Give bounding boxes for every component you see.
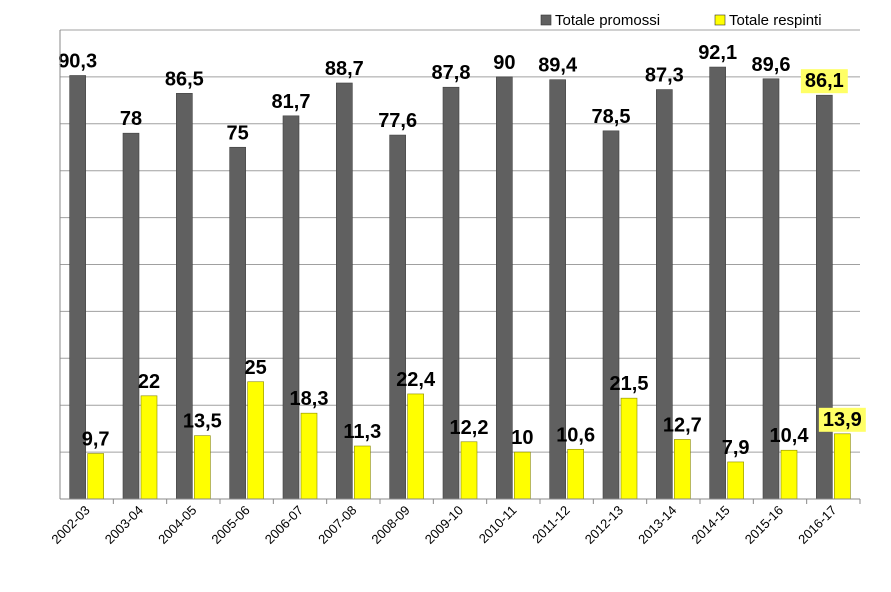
x-tick-label-2007-08: 2007-08: [315, 503, 359, 547]
bar-promossi-2003-04: [122, 132, 140, 500]
data-label-promossi-2009-10: 87,8: [432, 62, 471, 84]
legend-swatch-totale-promossi: [540, 14, 552, 26]
bar-respinti-2002-03: [87, 453, 104, 500]
data-label-respinti-2002-03: 9,7: [82, 429, 110, 451]
bar-respinti-2004-05: [194, 435, 211, 500]
data-label-respinti-2008-09: 22,4: [396, 369, 436, 391]
data-label-respinti-2011-12: 10,6: [556, 424, 595, 446]
x-tick-label-2004-05: 2004-05: [155, 503, 199, 547]
x-tick-label-2013-14: 2013-14: [635, 503, 679, 547]
x-tick-label-2016-17: 2016-17: [795, 503, 839, 547]
bar-promossi-2004-05: [176, 93, 193, 500]
bar-respinti-2008-09: [407, 393, 424, 500]
legend-label-totale-respinti: Totale respinti: [729, 12, 822, 29]
bar-respinti-2013-14: [674, 439, 691, 500]
data-label-respinti-2016-17: 13,9: [823, 409, 862, 431]
data-label-respinti-2009-10: 12,2: [450, 417, 489, 439]
data-label-respinti-2003-04: 22: [138, 371, 160, 393]
data-label-respinti-2013-14: 12,7: [663, 414, 702, 436]
x-tick-label-2012-13: 2012-13: [582, 503, 626, 547]
bar-respinti-2010-11: [514, 451, 531, 500]
bar-promossi-2016-17: [816, 94, 833, 500]
data-label-promossi-2006-07: 81,7: [272, 91, 311, 113]
bars: [69, 66, 851, 500]
data-label-promossi-2011-12: 89,4: [538, 55, 578, 77]
bar-promossi-2005-06: [229, 146, 246, 500]
data-label-highlight-promossi-2016-17: [800, 69, 848, 94]
bar-promossi-2014-15: [709, 66, 726, 500]
data-label-respinti-2015-16: 10,4: [770, 425, 810, 447]
x-tick-label-2011-12: 2011-12: [529, 503, 573, 547]
bar-promossi-2013-14: [656, 89, 673, 500]
data-label-promossi-2013-14: 87,3: [645, 65, 684, 87]
legend: Totale promossi Totale respinti: [540, 12, 822, 29]
bar-respinti-2015-16: [780, 449, 798, 500]
bar-respinti-2007-08: [354, 445, 371, 500]
data-label-respinti-2006-07: 18,3: [290, 388, 329, 410]
bar-respinti-2005-06: [247, 381, 264, 500]
data-label-promossi-2004-05: 86,5: [165, 68, 204, 90]
data-label-promossi-2003-04: 78: [120, 108, 142, 130]
x-tick-label-2005-06: 2005-06: [208, 503, 252, 547]
data-label-promossi-2010-11: 90: [493, 52, 515, 74]
bar-respinti-2011-12: [567, 448, 584, 500]
data-labels: 90,3 9,7 78 22 86,5 13,5 75 25 81,7 18,3 88,7 11,3 7…: [58, 42, 866, 459]
bar-promossi-2008-09: [389, 134, 406, 500]
x-tick-label-2002-03: 2002-03: [48, 503, 92, 547]
x-tick-label-2006-07: 2006-07: [262, 503, 306, 547]
bar-promossi-2012-13: [602, 130, 620, 500]
data-label-respinti-2014-15: 7,9: [722, 437, 750, 459]
bar-respinti-2003-04: [140, 395, 158, 500]
data-label-promossi-2016-17: 86,1: [805, 70, 844, 92]
bar-respinti-2016-17: [834, 433, 851, 500]
data-label-promossi-2008-09: 77,6: [378, 110, 417, 132]
x-tick-label-2009-10: 2009-10: [422, 503, 466, 547]
bar-promossi-2006-07: [282, 115, 300, 500]
data-label-promossi-2014-15: 92,1: [698, 42, 737, 64]
data-label-respinti-2004-05: 13,5: [183, 411, 222, 433]
data-label-promossi-2007-08: 88,7: [325, 58, 364, 80]
legend-swatch-totale-respinti: [714, 14, 726, 26]
data-label-promossi-2015-16: 89,6: [752, 54, 791, 76]
x-tick-label-2008-09: 2008-09: [368, 503, 412, 547]
data-label-highlight-respinti-2016-17: [818, 407, 866, 432]
x-tick-label-2014-15: 2014-15: [688, 503, 732, 547]
data-label-promossi-2012-13: 78,5: [592, 106, 631, 128]
x-tick-label-2010-11: 2010-11: [476, 503, 520, 547]
legend-label-totale-promossi: Totale promossi: [555, 12, 660, 29]
gridlines: [60, 29, 860, 453]
bar-respinti-2014-15: [727, 461, 744, 500]
x-tick-label-2003-04: 2003-04: [102, 503, 146, 547]
bar-respinti-2012-13: [620, 397, 638, 500]
data-label-respinti-2007-08: 11,3: [343, 421, 381, 443]
bar-respinti-2009-10: [460, 441, 478, 500]
data-label-respinti-2005-06: 25: [245, 357, 267, 379]
bar-promossi-2010-11: [496, 76, 513, 500]
data-label-respinti-2010-11: 10: [511, 427, 533, 449]
x-tick-labels: 2002-03 2003-04 2004-05 2005-06 2006-07 2007-…: [48, 499, 861, 547]
data-label-promossi-2005-06: 75: [227, 122, 249, 144]
bar-respinti-2006-07: [300, 412, 318, 500]
data-label-promossi-2002-03: 90,3: [58, 50, 97, 72]
data-label-respinti-2012-13: 21,5: [610, 373, 649, 395]
x-tick-label-2015-16: 2015-16: [742, 503, 786, 547]
